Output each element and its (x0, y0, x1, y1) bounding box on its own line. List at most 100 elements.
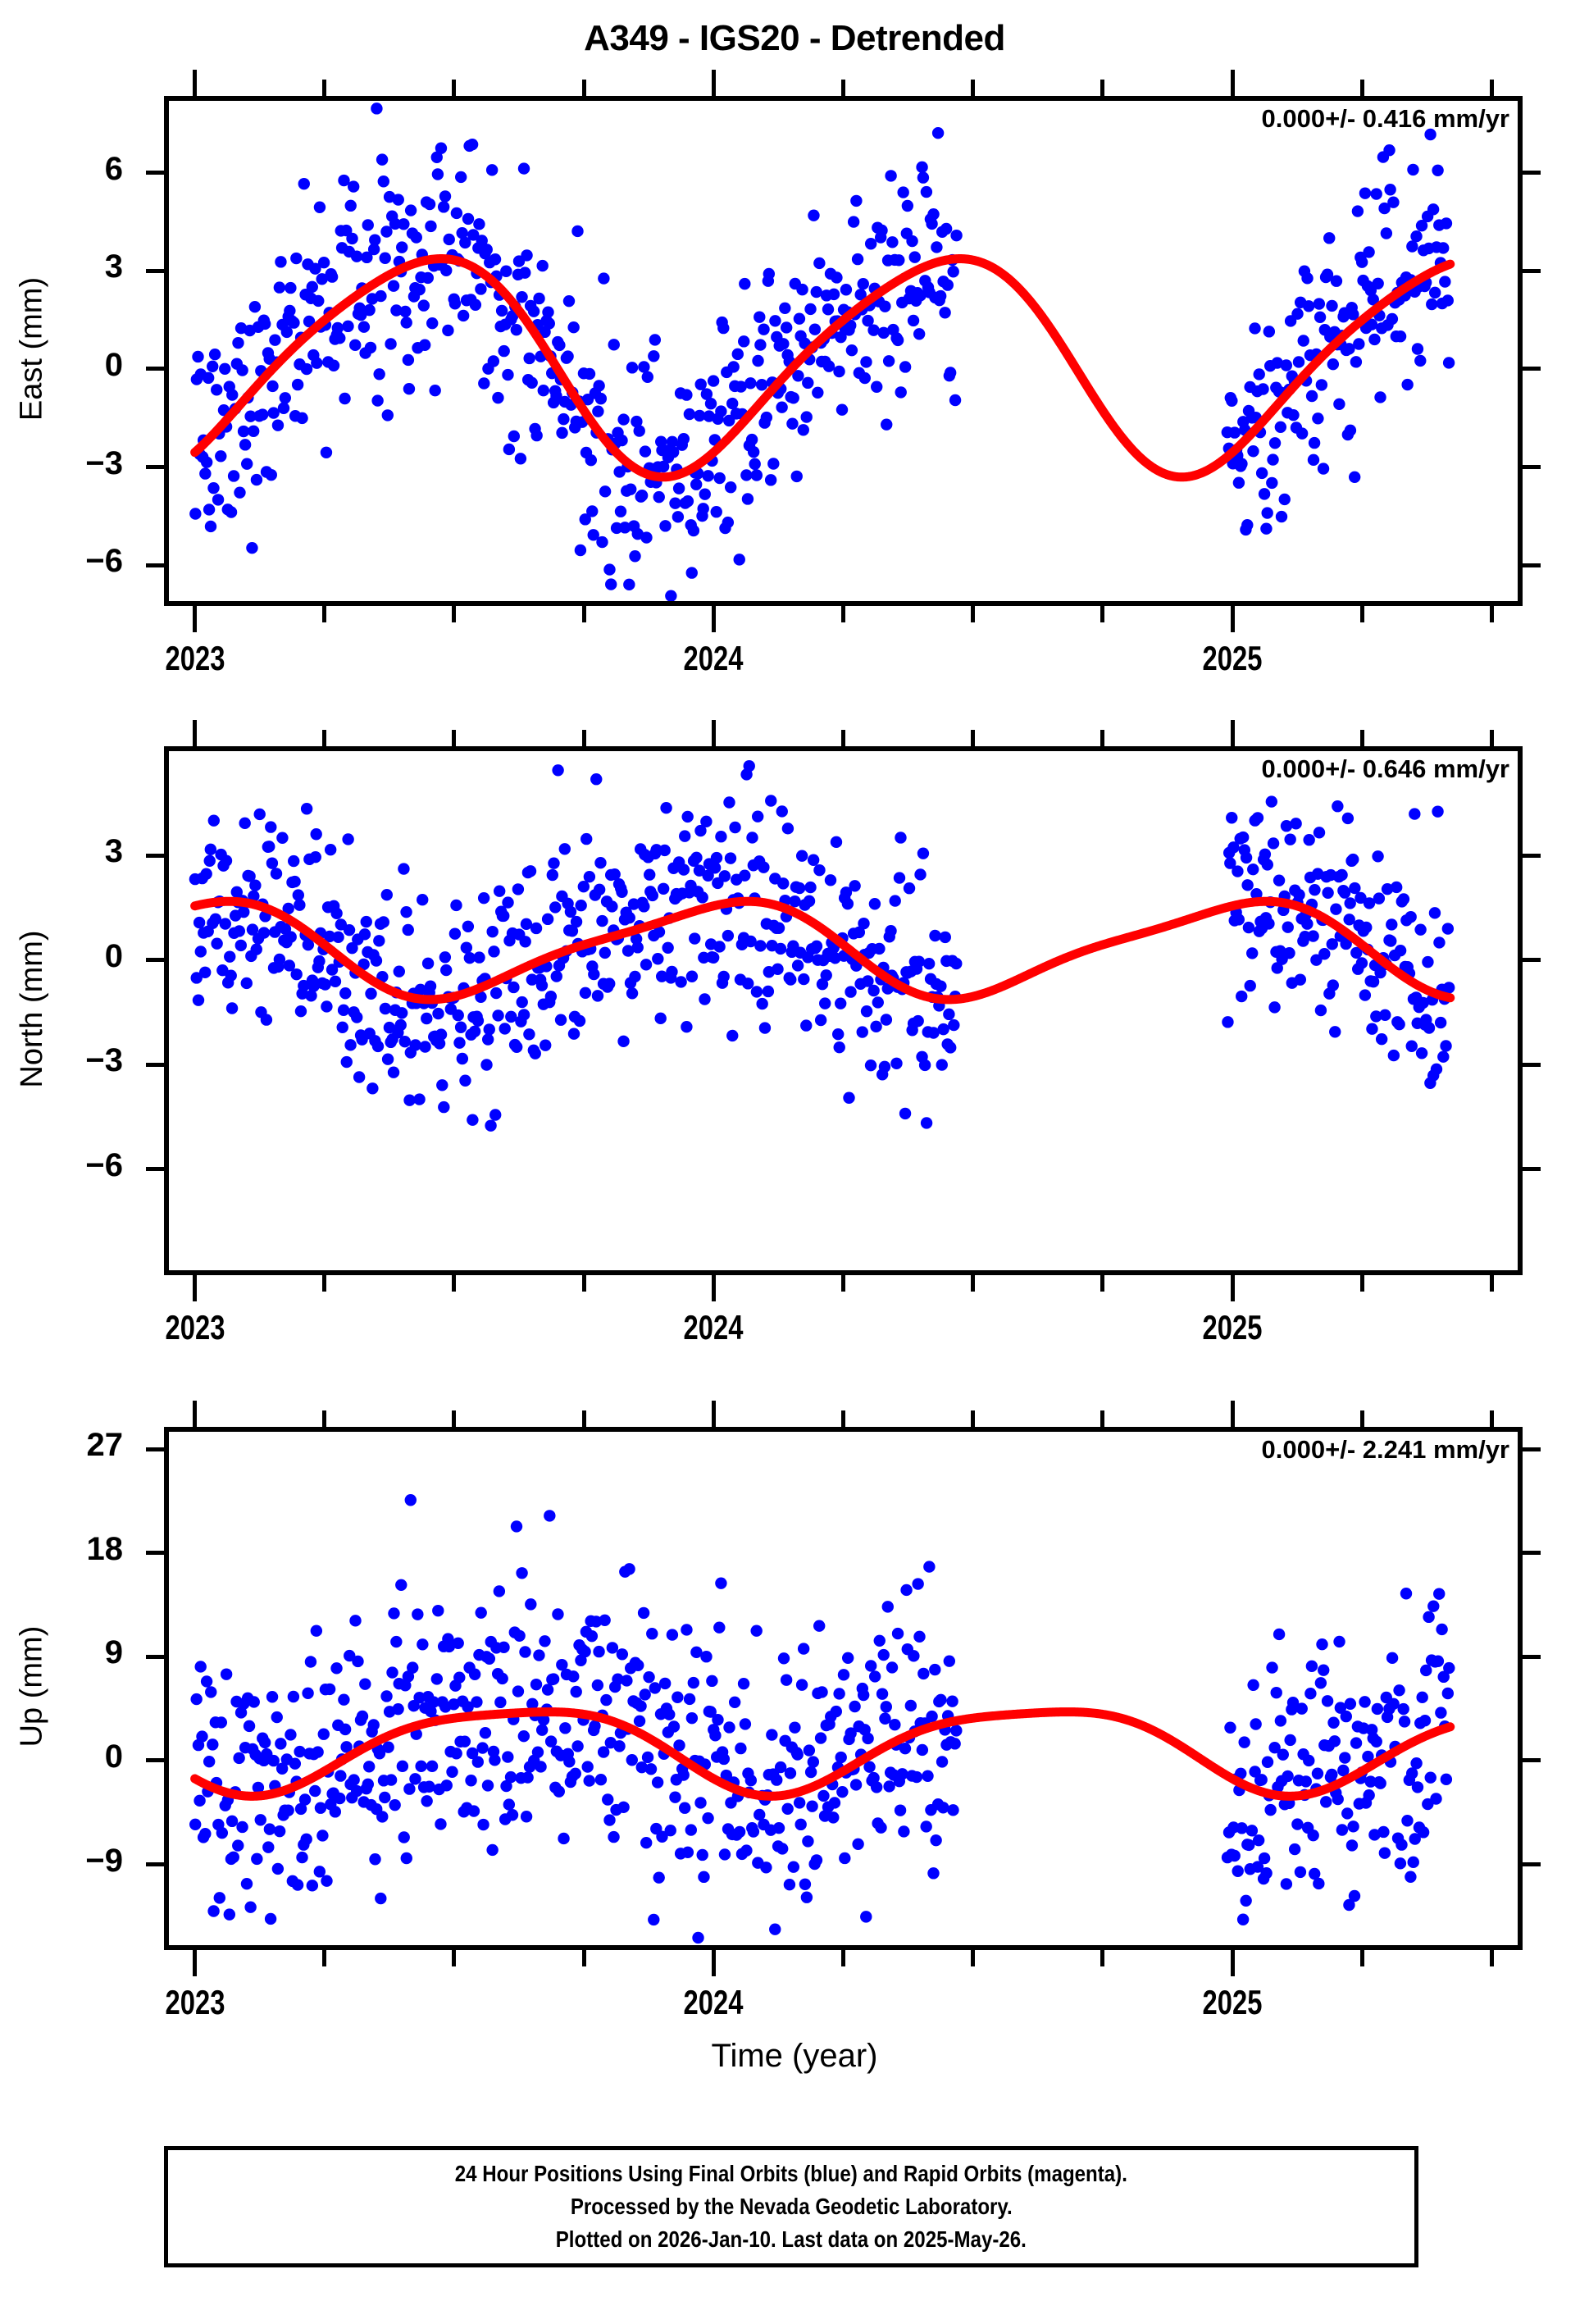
panel-up: 0.000+/- 2.241 mm/yr (164, 1427, 1523, 1950)
x-tick-major (193, 1950, 198, 1976)
seasonal-fit-curve (190, 1707, 1455, 1801)
x-tick-top-major (193, 1401, 198, 1427)
up-rate-annotation: 0.000+/- 2.241 mm/yr (1261, 1435, 1509, 1464)
y-tick (146, 1551, 164, 1556)
y-tick (146, 268, 164, 273)
east-rate-annotation: 0.000+/- 0.416 mm/yr (1261, 104, 1509, 133)
y-tick (146, 1167, 164, 1172)
x-tick-major (711, 1950, 716, 1976)
scatter-series (189, 1494, 1455, 1944)
y-tick-right (1523, 1758, 1541, 1763)
x-tick-top-minor (1100, 730, 1105, 746)
x-tick-top-minor (581, 1410, 586, 1427)
y-tick-right (1523, 367, 1541, 371)
north-rate-annotation: 0.000+/- 0.646 mm/yr (1261, 754, 1509, 783)
y-tick (146, 465, 164, 470)
y-tick-right (1523, 563, 1541, 567)
x-tick-top-major (193, 70, 198, 96)
x-tick-top-minor (1100, 1410, 1105, 1427)
x-tick-major (711, 1275, 716, 1301)
y-tick-label: 3 (104, 248, 123, 285)
y-tick-right (1523, 1062, 1541, 1067)
x-tick-minor (1489, 606, 1494, 622)
x-tick-minor (1359, 606, 1364, 622)
x-tick-minor (452, 606, 457, 622)
x-tick-top-minor (1489, 1410, 1494, 1427)
x-tick-major (1230, 606, 1235, 632)
x-tick-label: 2025 (1202, 639, 1263, 677)
x-tick-top-major (1230, 1401, 1235, 1427)
x-tick-top-major (1230, 720, 1235, 746)
x-tick-top-minor (1489, 80, 1494, 96)
x-tick-major (711, 606, 716, 632)
x-tick-minor (322, 1950, 327, 1966)
y-tick (146, 171, 164, 175)
y-tick (146, 1654, 164, 1659)
y-tick-label: 9 (104, 1634, 123, 1671)
y-tick-label: 0 (104, 346, 123, 383)
y-tick-right (1523, 1551, 1541, 1556)
panel-east-plot (189, 103, 1455, 601)
x-tick-minor (1100, 1950, 1105, 1966)
x-tick-label: 2023 (165, 639, 225, 677)
y-tick-right (1523, 853, 1541, 858)
y-tick (146, 1862, 164, 1867)
x-tick-top-minor (1489, 730, 1494, 746)
x-tick-label: 2023 (165, 1983, 225, 2021)
y-tick (146, 563, 164, 567)
x-tick-top-major (711, 720, 716, 746)
north-yaxis-label: North (mm) (14, 929, 49, 1088)
y-tick-right (1523, 171, 1541, 175)
x-tick-label: 2024 (683, 1983, 744, 2021)
y-tick-label: 3 (104, 833, 123, 870)
x-tick-minor (841, 606, 845, 622)
y-tick-label: 27 (86, 1427, 124, 1464)
y-tick (146, 1447, 164, 1451)
x-tick-top-minor (971, 1410, 976, 1427)
x-tick-top-minor (1359, 730, 1364, 746)
y-tick-label: 0 (104, 1738, 123, 1775)
y-tick-right (1523, 1654, 1541, 1659)
x-tick-label: 2025 (1202, 1983, 1263, 2021)
x-tick-top-major (711, 70, 716, 96)
y-tick-label: −6 (85, 1146, 123, 1183)
x-tick-top-minor (322, 80, 327, 96)
page-title: A349 - IGS20 - Detrended (584, 18, 1005, 58)
seasonal-fit-curve (190, 254, 1455, 482)
caption-line: Plotted on 2026-Jan-10. Last data on 202… (555, 2226, 1027, 2252)
panel-up-plot (189, 1494, 1455, 1944)
y-tick-label: 18 (86, 1530, 124, 1567)
panel-north: 0.000+/- 0.646 mm/yr (164, 746, 1523, 1275)
x-tick-top-minor (322, 730, 327, 746)
x-tick-top-minor (581, 730, 586, 746)
x-tick-minor (971, 1275, 976, 1292)
x-tick-top-major (711, 1401, 716, 1427)
x-tick-minor (971, 606, 976, 622)
x-tick-minor (322, 1275, 327, 1292)
x-tick-top-major (1230, 70, 1235, 96)
x-tick-minor (452, 1275, 457, 1292)
scatter-series (189, 103, 1455, 601)
x-tick-major (1230, 1950, 1235, 1976)
x-tick-major (193, 1275, 198, 1301)
x-tick-top-minor (581, 80, 586, 96)
x-tick-minor (581, 1275, 586, 1292)
y-tick-right (1523, 1447, 1541, 1451)
up-yaxis-label: Up (mm) (14, 1625, 49, 1748)
x-tick-top-minor (1359, 80, 1364, 96)
x-tick-minor (322, 606, 327, 622)
y-tick-label: −3 (85, 1042, 123, 1079)
x-tick-minor (1100, 1275, 1105, 1292)
x-tick-minor (1489, 1275, 1494, 1292)
x-tick-top-minor (971, 730, 976, 746)
y-tick-right (1523, 268, 1541, 273)
x-tick-minor (1100, 606, 1105, 622)
x-tick-label: 2023 (165, 1308, 225, 1347)
y-tick (146, 958, 164, 963)
y-tick-label: −6 (85, 543, 123, 580)
x-tick-top-minor (841, 1410, 845, 1427)
y-tick (146, 853, 164, 858)
x-tick-label: 2024 (683, 1308, 744, 1347)
caption-line: Processed by the Nevada Geodetic Laborat… (570, 2194, 1013, 2220)
